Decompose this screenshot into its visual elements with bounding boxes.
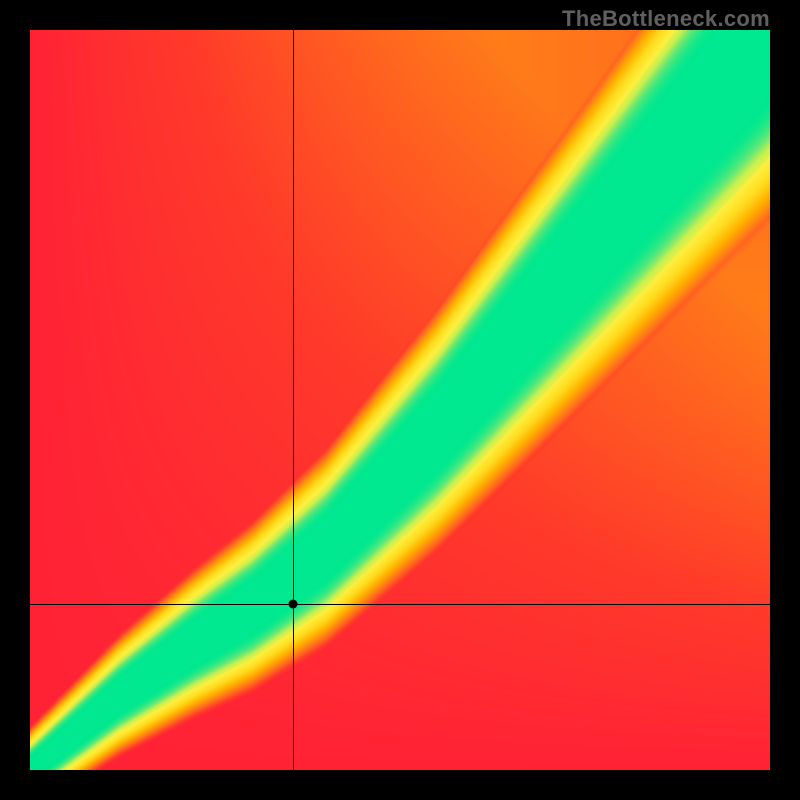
watermark-text: TheBottleneck.com bbox=[562, 6, 770, 32]
heatmap-plot bbox=[30, 30, 770, 770]
crosshair-vertical bbox=[293, 30, 294, 770]
data-point-marker bbox=[288, 599, 297, 608]
crosshair-horizontal bbox=[30, 604, 770, 605]
heatmap-canvas bbox=[30, 30, 770, 770]
